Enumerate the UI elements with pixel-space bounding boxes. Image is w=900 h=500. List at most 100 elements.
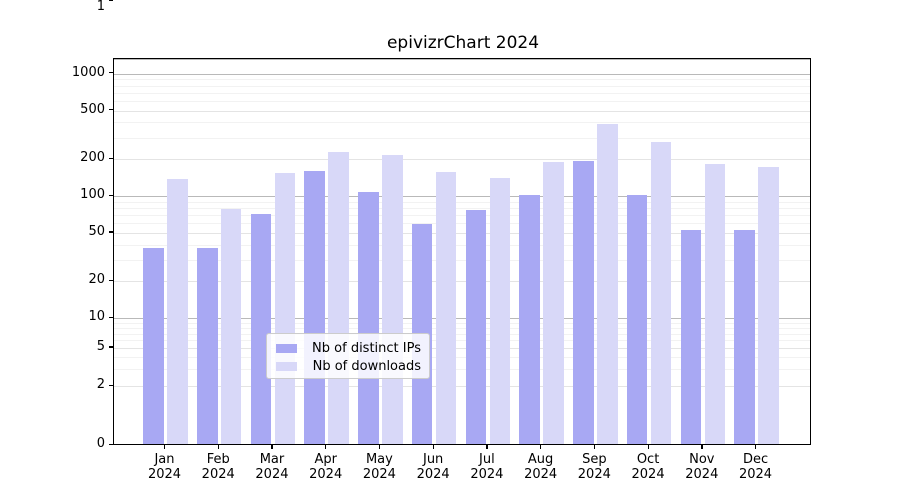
x-tick-mark-feb [217, 445, 220, 449]
legend-swatch-downloads [276, 361, 297, 371]
grid-minor-line [114, 201, 810, 203]
y-tick-mark-200 [109, 157, 113, 159]
chart-title: epivizrChart 2024 [386, 33, 540, 53]
y-tick-label-0: 0 [96, 436, 105, 451]
bar-downloads-jun [435, 171, 457, 444]
y-tick-mark-1000 [109, 72, 113, 74]
x-tick-label-apr: Apr 2024 [309, 452, 343, 482]
grid-minor-line [114, 340, 810, 342]
y-tick-label-1: 1 [96, 0, 105, 14]
y-tick-mark-20 [109, 279, 113, 282]
grid-minor-line [114, 357, 810, 359]
y-tick-label-1000: 1000 [71, 64, 105, 80]
bar-downloads-aug [543, 162, 564, 444]
x-tick-label-sep: Sep 2024 [577, 452, 611, 482]
y-tick-mark-100 [109, 194, 113, 196]
legend-label-distinct-ips: Nb of distinct IPs [312, 340, 421, 356]
legend-item-downloads: Nb of downloads [276, 357, 421, 375]
grid-minor-line [114, 92, 810, 94]
bar-downloads-sep [597, 124, 618, 444]
y-tick-label-50: 50 [88, 223, 105, 239]
x-tick-mark-sep [593, 445, 596, 449]
x-tick-label-jul: Jul 2024 [470, 452, 504, 482]
y-tick-mark-1 [109, 0, 113, 2]
x-tick-label-aug: Aug 2024 [524, 452, 558, 482]
grid-minor-line [114, 327, 810, 329]
bar-downloads-apr [328, 151, 349, 444]
bar-distinct-ips-dec [734, 229, 755, 444]
x-tick-label-jun: Jun 2024 [416, 452, 450, 482]
bar-downloads-feb [220, 208, 242, 444]
grid-minor-line [114, 223, 810, 225]
grid-minor-line [114, 322, 810, 324]
grid-minor-line [114, 207, 810, 209]
x-tick-mark-jun [432, 445, 434, 449]
x-tick-mark-dec [755, 445, 757, 449]
x-tick-label-dec: Dec 2024 [738, 452, 773, 482]
y-tick-label-2: 2 [96, 377, 105, 393]
y-tick-mark-5 [109, 346, 113, 348]
bar-distinct-ips-nov [680, 229, 702, 444]
grid-line-5 [114, 347, 810, 349]
x-tick-mark-jan [164, 445, 166, 449]
x-tick-label-mar: Mar 2024 [255, 452, 289, 482]
bar-downloads-oct [650, 141, 672, 444]
legend-swatch-distinct-ips [276, 343, 297, 353]
grid-line-1 [114, 59, 810, 60]
bar-distinct-ips-mar [250, 213, 272, 444]
y-tick-label-5: 5 [96, 338, 105, 354]
grid-minor-line [114, 259, 810, 261]
bar-downloads-mar [274, 173, 296, 444]
grid-line-50 [114, 232, 810, 234]
y-tick-label-500: 500 [80, 101, 105, 117]
grid-minor-line [114, 122, 810, 124]
x-tick-mark-jul [486, 445, 488, 449]
grid-minor-line [114, 100, 810, 102]
legend-item-distinct-ips: Nb of distinct IPs [276, 339, 421, 357]
x-tick-label-nov: Nov 2024 [685, 452, 719, 482]
x-tick-mark-nov [701, 445, 703, 449]
y-tick-label-20: 20 [88, 272, 105, 288]
bar-downloads-may [382, 154, 403, 444]
bar-downloads-nov [704, 163, 725, 444]
legend-label-downloads: Nb of downloads [312, 358, 421, 374]
grid-minor-line [114, 214, 810, 216]
legend: Nb of distinct IPs Nb of downloads [266, 333, 430, 379]
grid-minor-line [114, 137, 810, 139]
y-tick-label-200: 200 [80, 150, 105, 166]
bar-distinct-ips-oct [626, 195, 648, 444]
x-tick-label-jan: Jan 2024 [147, 452, 182, 482]
grid-line-20 [114, 281, 810, 283]
grid-line-1000 [114, 73, 810, 75]
x-tick-mark-oct [647, 445, 649, 449]
bar-distinct-ips-apr [304, 171, 325, 444]
y-tick-mark-0 [109, 443, 113, 445]
bar-distinct-ips-sep [573, 160, 594, 444]
plot-area [113, 58, 811, 445]
y-tick-mark-500 [109, 109, 113, 111]
y-tick-mark-2 [109, 384, 113, 386]
bar-distinct-ips-aug [519, 195, 540, 444]
x-tick-mark-apr [325, 445, 327, 449]
bar-distinct-ips-jan [143, 247, 164, 444]
x-tick-mark-mar [271, 445, 273, 449]
grid-line-200 [114, 159, 810, 161]
grid-minor-line [114, 244, 810, 246]
bar-distinct-ips-jul [465, 209, 487, 444]
y-tick-mark-50 [109, 231, 113, 233]
grid-line-500 [114, 110, 810, 112]
grid-line-2 [114, 386, 810, 388]
grid-minor-line [114, 369, 810, 371]
x-tick-mark-aug [540, 445, 542, 449]
x-tick-label-may: May 2024 [362, 452, 396, 482]
grid-line-10 [114, 318, 810, 320]
x-tick-mark-may [378, 445, 381, 449]
bar-distinct-ips-may [358, 192, 379, 444]
y-tick-label-100: 100 [80, 187, 105, 202]
grid-minor-line [114, 333, 810, 335]
bar-downloads-jan [167, 179, 188, 444]
bar-distinct-ips-feb [197, 247, 218, 444]
grid-minor-line [114, 85, 810, 87]
bar-downloads-dec [758, 167, 779, 444]
